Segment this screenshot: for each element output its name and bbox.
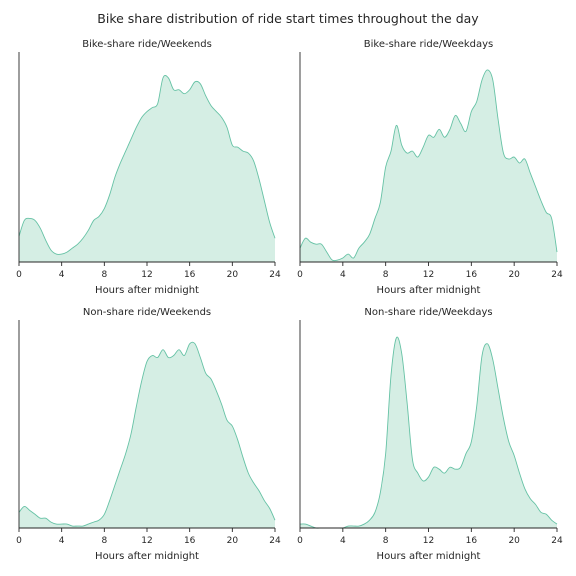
x-tick-label: 0 bbox=[297, 270, 303, 280]
density-line bbox=[299, 69, 558, 262]
x-tick-label: 20 bbox=[508, 270, 520, 280]
density-area bbox=[300, 337, 557, 529]
panel-title: Bike-share ride/Weekends bbox=[82, 39, 212, 50]
x-tick-label: 12 bbox=[423, 270, 434, 280]
panel-title: Bike-share ride/Weekdays bbox=[364, 39, 494, 50]
x-tick-label: 12 bbox=[423, 536, 434, 546]
x-axis-label: Hours after midnight bbox=[377, 285, 481, 296]
density-area bbox=[19, 75, 275, 262]
x-tick-label: 24 bbox=[551, 270, 563, 280]
x-tick-label: 16 bbox=[466, 270, 478, 280]
x-tick-label: 12 bbox=[141, 270, 152, 280]
x-tick-label: 8 bbox=[101, 536, 107, 546]
x-tick-label: 20 bbox=[227, 270, 239, 280]
x-axis-label: Hours after midnight bbox=[95, 551, 199, 562]
chart-panel: 0 4 8 12 16 20 24 Non-share ride/Weekends Hours … bbox=[16, 307, 281, 562]
x-tick-label: 4 bbox=[340, 536, 346, 546]
figure-title: Bike share distribution of ride start ti… bbox=[97, 11, 479, 26]
x-axis-label: Hours after midnight bbox=[377, 551, 481, 562]
density-area bbox=[300, 69, 557, 262]
x-tick-label: 4 bbox=[59, 270, 65, 280]
x-tick-label: 0 bbox=[297, 536, 303, 546]
x-tick-label: 20 bbox=[227, 536, 239, 546]
panel-grid: 0 4 8 12 16 20 24 Bike-share ride/Weekends Hours… bbox=[16, 39, 563, 562]
x-tick-label: 24 bbox=[551, 536, 563, 546]
x-axis-label: Hours after midnight bbox=[95, 285, 199, 296]
density-area bbox=[19, 342, 275, 528]
density-line bbox=[18, 75, 276, 255]
x-tick-label: 16 bbox=[184, 536, 196, 546]
chart-panel: 0 4 8 12 16 20 24 Non-share ride/Weekdays Hours … bbox=[297, 307, 563, 562]
x-tick-label: 16 bbox=[466, 536, 478, 546]
x-tick-label: 4 bbox=[59, 536, 65, 546]
x-tick-label: 20 bbox=[508, 536, 520, 546]
x-tick-label: 16 bbox=[184, 270, 196, 280]
chart-panel: 0 4 8 12 16 20 24 Bike-share ride/Weekdays Hours… bbox=[297, 39, 563, 296]
panel-title: Non-share ride/Weekdays bbox=[364, 307, 492, 318]
x-tick-label: 8 bbox=[383, 536, 389, 546]
x-tick-label: 8 bbox=[383, 270, 389, 280]
x-tick-label: 8 bbox=[101, 270, 107, 280]
panel-title: Non-share ride/Weekends bbox=[83, 307, 211, 318]
x-tick-label: 4 bbox=[340, 270, 346, 280]
x-tick-label: 24 bbox=[269, 270, 281, 280]
x-tick-label: 12 bbox=[141, 536, 152, 546]
x-tick-label: 0 bbox=[16, 270, 22, 280]
x-tick-label: 0 bbox=[16, 536, 22, 546]
chart-panel: 0 4 8 12 16 20 24 Bike-share ride/Weekends Hours… bbox=[16, 39, 281, 296]
density-line bbox=[18, 341, 276, 527]
x-tick-label: 24 bbox=[269, 536, 281, 546]
